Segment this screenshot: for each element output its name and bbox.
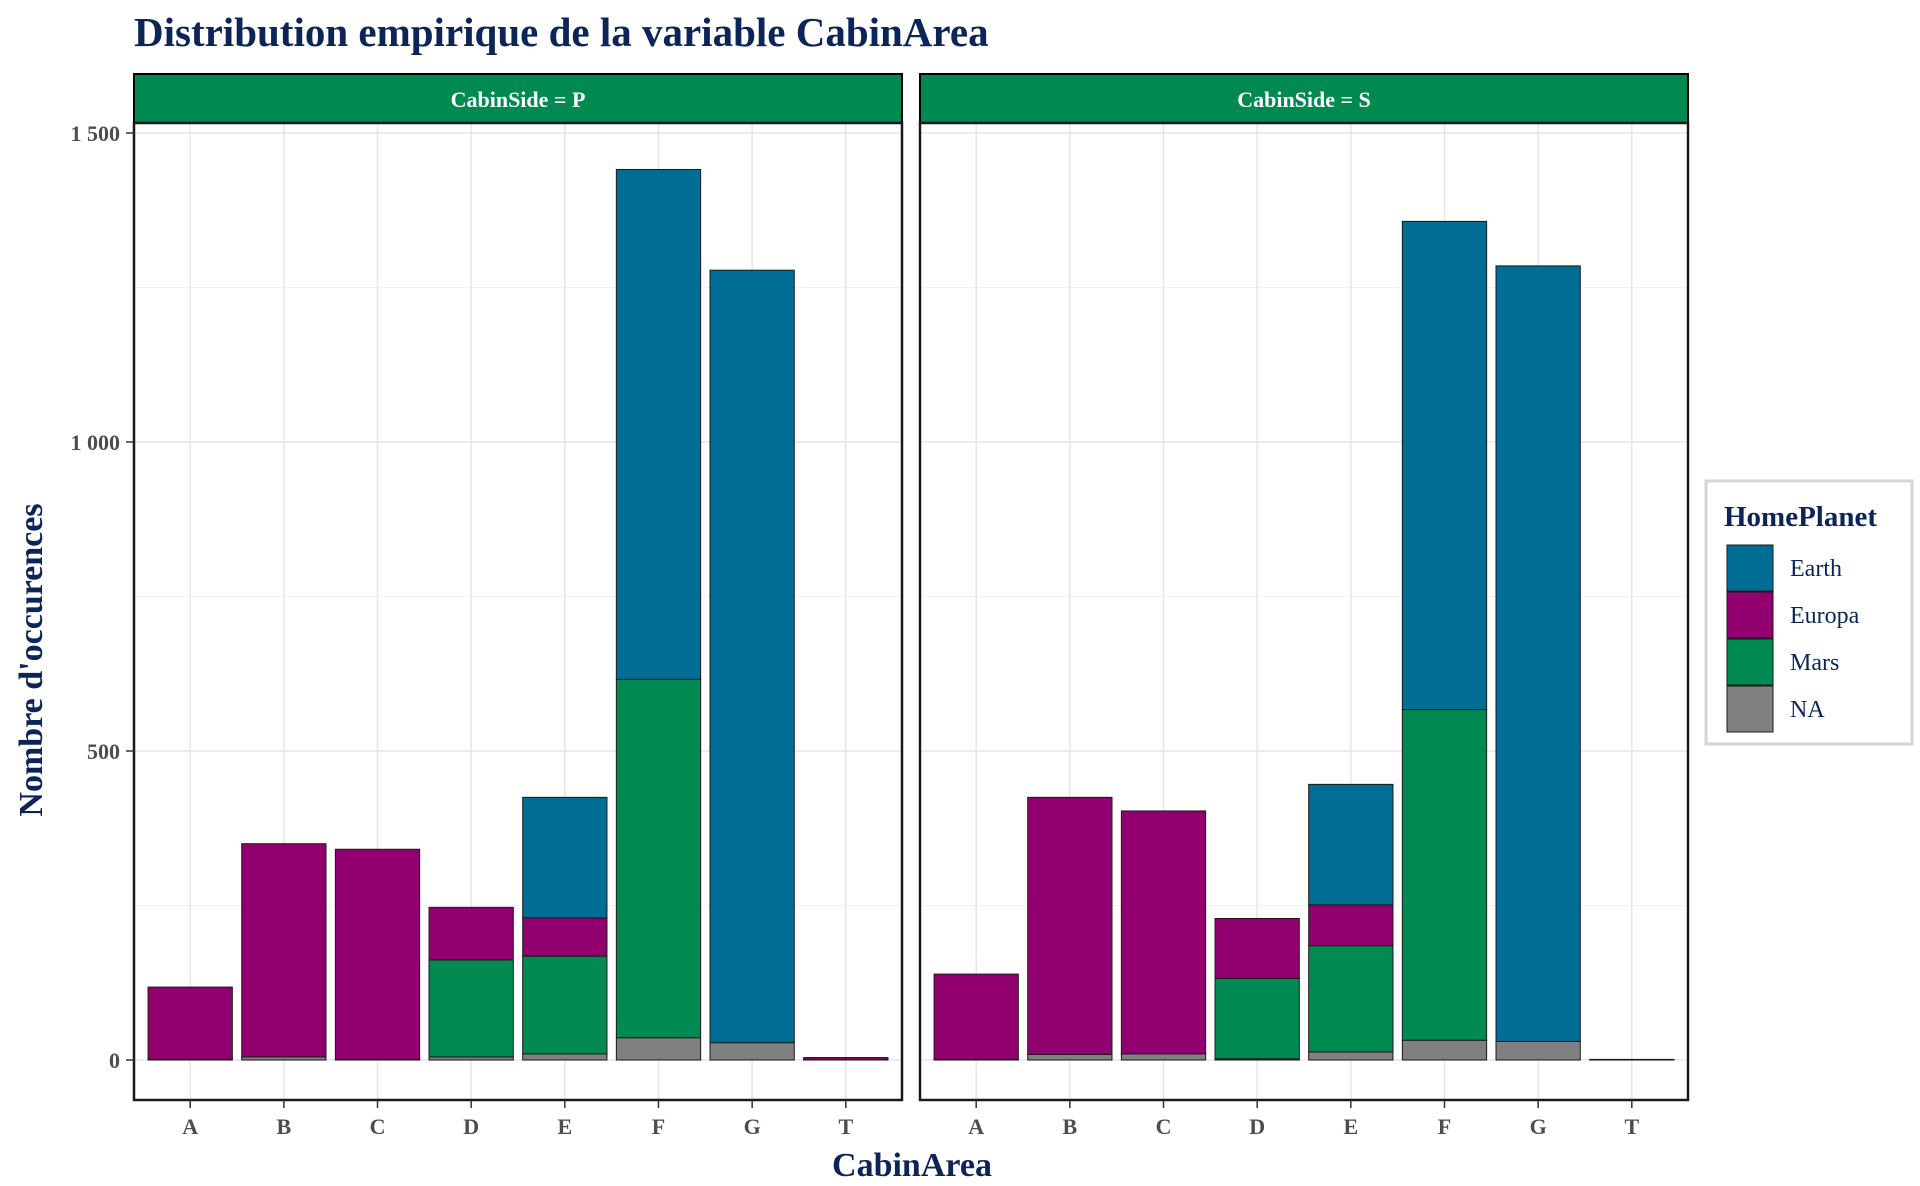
bar-p-a-europa (147, 986, 233, 1060)
bar-s-g-na (1495, 1040, 1581, 1061)
panel-border-s (918, 121, 1690, 1102)
bar-s-a-europa (933, 973, 1019, 1060)
x-tick-label: C (370, 1114, 386, 1139)
legend-title: HomePlanet (1724, 501, 1877, 533)
x-tick-label: T (838, 1114, 853, 1139)
bar-s-d-mars (1214, 977, 1300, 1060)
bar-p-d-europa (428, 906, 514, 961)
y-axis-title: Nombre d'occurences (13, 503, 50, 816)
x-tick-label: G (1530, 1114, 1547, 1139)
x-tick-label: F (652, 1114, 665, 1139)
x-axis-title: CabinArea (832, 1147, 992, 1184)
facet-panel-p: CabinSide = P (132, 73, 904, 1102)
bar-s-c-na (1120, 1053, 1207, 1061)
x-tick-label: E (1343, 1114, 1358, 1139)
bar-p-f-na (615, 1037, 702, 1061)
legend-key-europa (1726, 591, 1774, 639)
facet-strip-p (133, 73, 903, 124)
x-tick-label: B (1063, 1114, 1078, 1139)
plot-area-p (134, 123, 902, 1100)
bar-s-e-mars (1308, 945, 1394, 1053)
bar-p-e-earth (522, 796, 608, 919)
legend-label-europa: Europa (1790, 603, 1860, 629)
x-tick-label: T (1624, 1114, 1639, 1139)
facet-strip-label-s: CabinSide = S (1237, 87, 1371, 112)
bar-s-e-europa (1308, 904, 1394, 947)
x-tick-label: A (968, 1114, 984, 1139)
bar-s-g-earth (1495, 265, 1581, 1042)
x-tick-label: E (557, 1114, 572, 1139)
y-tick-label: 1 500 (71, 121, 121, 146)
y-axis: 0 500 1 000 1 500 (71, 121, 134, 1073)
x-tick-label: C (1156, 1114, 1172, 1139)
y-tick-label: 1 000 (71, 430, 121, 455)
bar-p-t-europa (803, 1057, 889, 1060)
chart-title: Distribution empirique de la variable Ca… (134, 9, 989, 55)
y-tick-label: 0 (109, 1048, 120, 1073)
bar-s-f-earth (1401, 220, 1488, 711)
bar-s-f-na (1401, 1039, 1488, 1061)
facet-strip-label-p: CabinSide = P (451, 87, 586, 112)
bar-p-c-europa (334, 848, 421, 1060)
bar-s-t-europa (1589, 1058, 1675, 1061)
x-tick-label: G (744, 1114, 761, 1139)
bar-p-g-na (709, 1042, 795, 1061)
plot-area-s (920, 123, 1688, 1100)
bar-s-d-europa (1214, 917, 1300, 979)
bar-p-e-na (522, 1053, 608, 1061)
legend-label-mars: Mars (1790, 650, 1839, 676)
x-tick-label: D (1249, 1114, 1265, 1139)
bar-p-f-earth (615, 168, 702, 680)
bar-s-b-europa (1027, 796, 1113, 1055)
x-tick-label: A (182, 1114, 198, 1139)
x-tick-label: F (1438, 1114, 1451, 1139)
bar-s-f-mars (1401, 709, 1488, 1041)
bar-p-g-earth (709, 269, 795, 1044)
bar-s-e-earth (1308, 783, 1394, 906)
bar-s-e-na (1308, 1051, 1394, 1061)
facet-panel-s: CabinSide = S (918, 73, 1690, 1102)
y-tick-label: 500 (87, 739, 120, 764)
bar-p-b-europa (241, 843, 327, 1058)
legend-label-earth: Earth (1790, 556, 1842, 582)
legend: HomePlanet Earth Europa Mars NA (1704, 479, 1914, 746)
bar-s-c-europa (1120, 810, 1207, 1055)
bar-p-d-mars (428, 959, 514, 1058)
legend-key-na (1726, 685, 1774, 733)
bar-p-f-mars (615, 678, 702, 1039)
legend-items: Earth Europa Mars NA (1726, 544, 1860, 733)
legend-key-earth (1726, 544, 1774, 592)
bar-p-e-europa (522, 917, 608, 957)
x-tick-label: B (277, 1114, 292, 1139)
bar-s-b-na (1027, 1053, 1113, 1061)
bar-p-e-mars (522, 955, 608, 1055)
panel-border-p (132, 121, 904, 1102)
legend-key-mars (1726, 638, 1774, 686)
x-tick-label: D (463, 1114, 479, 1139)
facet-strip-s (919, 73, 1689, 124)
legend-label-na: NA (1790, 697, 1825, 723)
